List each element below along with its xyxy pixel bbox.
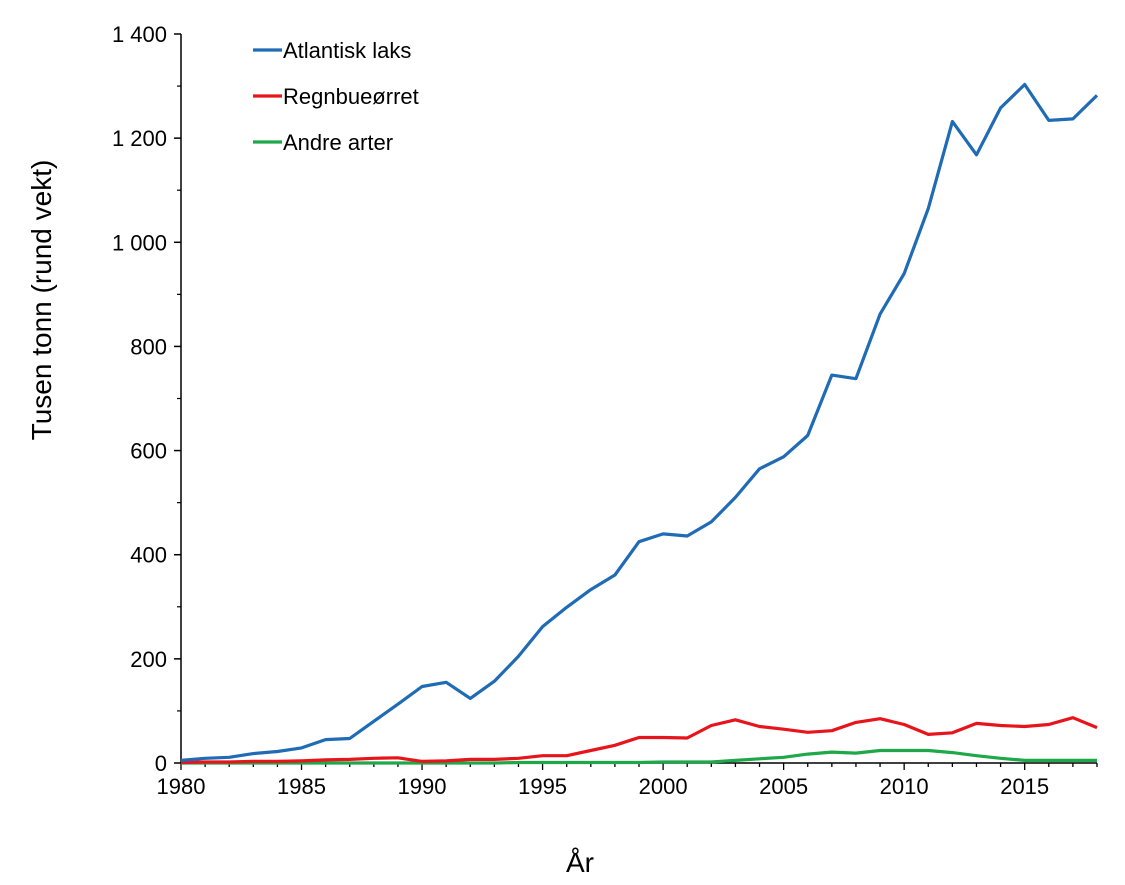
- series-line-andre-arter: [181, 748, 1097, 765]
- y-tick-label: 600: [130, 439, 167, 464]
- y-tick-label: 1 000: [112, 230, 167, 255]
- x-tick-label: 2010: [880, 774, 929, 799]
- x-tick-label: 1990: [398, 774, 447, 799]
- series-line-atlantisk-laks: [180, 82, 1099, 762]
- series-lines: [180, 82, 1099, 765]
- y-tick-label: 1 200: [112, 126, 167, 151]
- y-tick-label: 800: [130, 334, 167, 359]
- y-tick-label: 400: [130, 543, 167, 568]
- series-line-regnbue-rret: [180, 716, 1098, 765]
- legend: Atlantisk laks Regnbueørret Andre arter: [253, 38, 419, 155]
- x-ticks: 1980 1985 1990 1995 2000 2005 2010 2015: [157, 763, 1098, 799]
- x-tick-label: 2005: [759, 774, 808, 799]
- x-tick-label: 1980: [157, 774, 206, 799]
- y-axis-title: Tusen tonn (rund vekt): [26, 160, 57, 441]
- x-axis-title: År: [566, 847, 594, 878]
- legend-label: Atlantisk laks: [283, 38, 411, 63]
- x-tick-label: 2000: [639, 774, 688, 799]
- legend-label: Regnbueørret: [283, 84, 419, 109]
- x-tick-label: 1995: [518, 774, 567, 799]
- x-tick-label: 1985: [277, 774, 326, 799]
- legend-label: Andre arter: [283, 130, 393, 155]
- y-tick-label: 200: [130, 647, 167, 672]
- y-tick-label: 0: [155, 751, 167, 776]
- y-ticks: 0 200 400 600 800 1 000 1 200 1 400: [112, 22, 181, 776]
- x-tick-label: 2015: [1000, 774, 1049, 799]
- y-tick-label: 1 400: [112, 22, 167, 47]
